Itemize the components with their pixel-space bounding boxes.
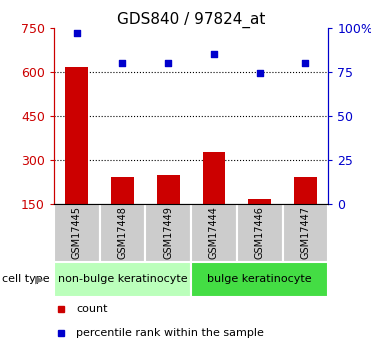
Bar	[54, 262, 191, 297]
Point	[165, 60, 171, 66]
Text: ▶: ▶	[35, 275, 43, 284]
Text: GSM17448: GSM17448	[118, 206, 127, 259]
Bar	[294, 177, 317, 248]
Text: bulge keratinocyte: bulge keratinocyte	[207, 275, 312, 284]
Bar	[191, 204, 237, 262]
Text: GSM17444: GSM17444	[209, 206, 219, 259]
Bar	[283, 204, 328, 262]
Point	[119, 60, 125, 66]
Text: cell type: cell type	[2, 275, 49, 284]
Text: count: count	[76, 304, 108, 314]
Bar	[191, 262, 328, 297]
Text: GSM17445: GSM17445	[72, 206, 82, 259]
Bar	[99, 204, 145, 262]
Bar	[111, 177, 134, 248]
Text: GSM17449: GSM17449	[163, 206, 173, 259]
Point	[211, 51, 217, 57]
Bar	[237, 204, 283, 262]
Point	[302, 60, 308, 66]
Title: GDS840 / 97824_at: GDS840 / 97824_at	[117, 11, 265, 28]
Bar	[145, 204, 191, 262]
Bar	[203, 152, 225, 248]
Text: non-bulge keratinocyte: non-bulge keratinocyte	[58, 275, 187, 284]
Point	[257, 71, 263, 76]
Text: GSM17447: GSM17447	[301, 206, 311, 259]
Text: percentile rank within the sample: percentile rank within the sample	[76, 328, 264, 338]
Bar	[248, 199, 271, 248]
Bar	[54, 204, 99, 262]
Bar	[65, 67, 88, 248]
Point	[74, 30, 80, 36]
Text: GSM17446: GSM17446	[255, 206, 265, 259]
Bar	[157, 175, 180, 248]
